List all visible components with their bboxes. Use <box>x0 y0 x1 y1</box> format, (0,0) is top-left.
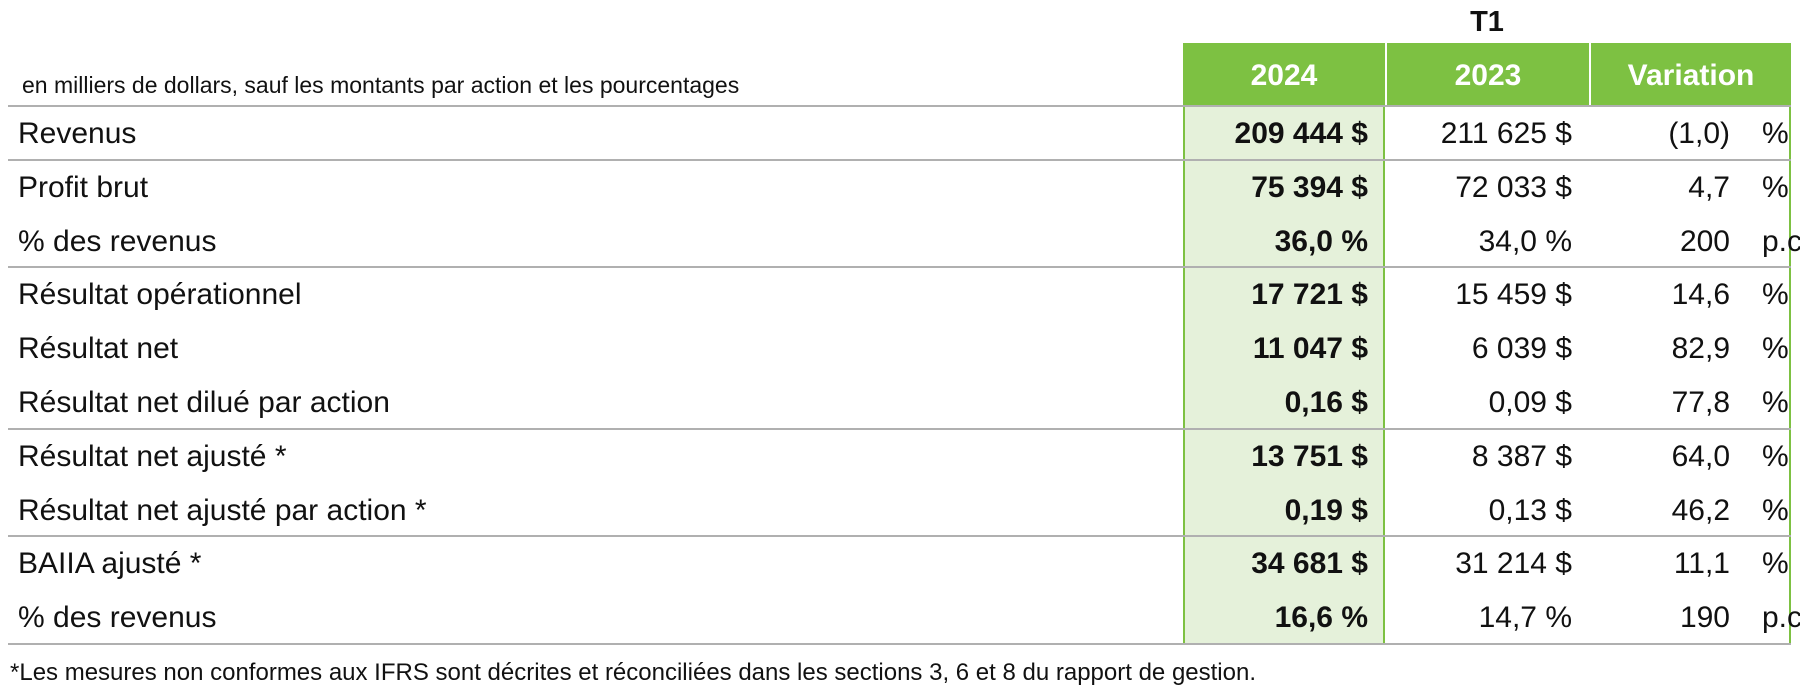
header-cell <box>1387 43 1589 106</box>
value-2024: 0,16 $ <box>1284 386 1368 419</box>
variation-value: 64,0 <box>1671 439 1730 473</box>
column-header: 2024 <box>1250 59 1318 92</box>
value-2024: 36,0 % <box>1274 224 1368 258</box>
value-2023: 0,09 $ <box>1488 386 1572 419</box>
right-border <box>1789 106 1791 644</box>
variation-unit: % <box>1762 386 1789 419</box>
row-label: Résultat net ajusté par action * <box>18 493 427 527</box>
value-2023: 6 039 $ <box>1471 332 1572 366</box>
row-separator <box>8 643 1791 645</box>
value-2023: 0,13 $ <box>1488 493 1572 527</box>
variation-unit: p.c <box>1762 601 1800 635</box>
variation-unit: % <box>1762 547 1789 581</box>
value-2023: 15 459 $ <box>1455 278 1572 312</box>
row-label: Résultat opérationnel <box>18 278 302 312</box>
row-label: Résultat net dilué par action <box>18 386 390 419</box>
value-2023: 8 387 $ <box>1471 439 1572 473</box>
row-label: Profit brut <box>18 170 149 204</box>
value-2023: 14,7 % <box>1478 601 1572 635</box>
footnote: *Les mesures non conformes aux IFRS sont… <box>10 659 1256 686</box>
variation-unit: % <box>1762 332 1789 366</box>
value-2024: 0,19 $ <box>1284 493 1368 527</box>
variation-unit: p.c <box>1762 224 1800 258</box>
row-separator <box>8 535 1791 538</box>
value-2024: 11 047 $ <box>1252 332 1368 366</box>
variation-value: 200 <box>1679 224 1730 258</box>
row-separator <box>8 427 1791 430</box>
variation-value: 77,8 <box>1671 386 1730 419</box>
highlight-column <box>1183 106 1385 644</box>
row-label: % des revenus <box>18 601 217 635</box>
header-cell <box>1591 43 1791 106</box>
row-label: Résultat net ajusté * <box>18 439 287 473</box>
row-label: Résultat net <box>18 332 179 366</box>
value-2023: 31 214 $ <box>1455 547 1572 581</box>
variation-value: 190 <box>1679 601 1730 635</box>
header-rule <box>8 105 1791 107</box>
variation-value: 82,9 <box>1671 332 1730 366</box>
variation-unit: % <box>1762 439 1789 473</box>
value-2023: 34,0 % <box>1478 224 1572 258</box>
variation-value: 14,6 <box>1671 278 1730 312</box>
value-2024: 34 681 $ <box>1251 547 1368 581</box>
header-cell <box>1183 43 1385 106</box>
value-2024: 209 444 $ <box>1234 117 1368 150</box>
value-2024: 75 394 $ <box>1251 170 1368 204</box>
value-2024: 17 721 $ <box>1251 278 1368 312</box>
variation-value: (1,0) <box>1668 117 1730 150</box>
variation-value: 4,7 <box>1688 170 1730 204</box>
row-label: BAIIA ajusté * <box>18 547 202 581</box>
value-2023: 72 033 $ <box>1455 170 1572 204</box>
variation-value: 46,2 <box>1671 493 1730 527</box>
row-label: % des revenus <box>18 224 217 258</box>
column-header: Variation <box>1627 59 1755 92</box>
units-note: en milliers de dollars, sauf les montant… <box>22 72 740 98</box>
variation-unit: % <box>1762 493 1789 527</box>
period-label: T1 <box>1470 6 1504 38</box>
value-2024: 13 751 $ <box>1251 439 1368 473</box>
row-label: Revenus <box>18 117 137 150</box>
row-separator <box>8 266 1791 269</box>
variation-value: 11,1 <box>1673 547 1730 581</box>
column-header: 2023 <box>1454 59 1522 92</box>
variation-unit: % <box>1762 117 1789 150</box>
value-2024: 16,6 % <box>1274 601 1368 635</box>
row-separator <box>8 158 1791 161</box>
value-2023: 211 625 $ <box>1440 117 1572 150</box>
variation-unit: % <box>1762 278 1789 312</box>
variation-unit: % <box>1762 170 1789 204</box>
